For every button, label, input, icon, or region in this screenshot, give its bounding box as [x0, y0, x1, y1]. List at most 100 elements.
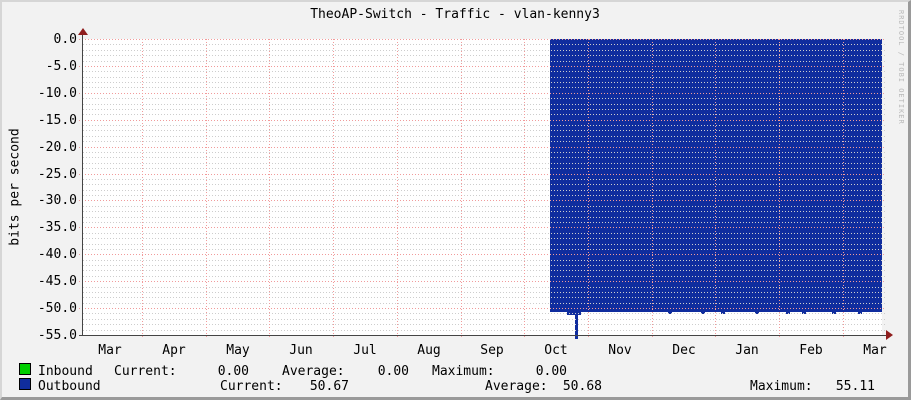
gridline-major-h [79, 200, 886, 201]
y-tick-label: -40.0 [37, 247, 77, 262]
inbound-current-label: Current: [114, 364, 177, 379]
gridline-minor-h [83, 168, 886, 169]
x-tick-label: Jun [289, 343, 313, 358]
outbound-swatch [19, 378, 31, 390]
gridline-minor-h [83, 222, 886, 223]
gridline-minor-h [83, 206, 886, 207]
gridline-minor-h [83, 82, 886, 83]
gridline-minor-h [83, 217, 886, 218]
gridline-minor-h [83, 324, 886, 325]
gridline-minor-h [83, 330, 886, 331]
x-tick-label: Nov [608, 343, 632, 358]
inbound-label: Inbound [38, 364, 93, 379]
gridline-minor-h [83, 152, 886, 153]
x-tick-label: May [226, 343, 250, 358]
gridline-month-v [206, 39, 207, 339]
gridline-minor-h [83, 270, 886, 271]
gridline-minor-h [83, 44, 886, 45]
gridline-month-v [524, 39, 525, 339]
gridline-major-h [79, 93, 886, 94]
y-tick-label: -20.0 [37, 140, 77, 155]
gridline-minor-h [83, 233, 886, 234]
gridline-minor-h [83, 244, 886, 245]
gridline-minor-h [83, 265, 886, 266]
gridline-minor-h [83, 211, 886, 212]
gridline-minor-h [83, 260, 886, 261]
y-tick-label: -5.0 [45, 59, 77, 74]
outbound-average-value: 50.68 [562, 379, 602, 394]
gridline-minor-h [83, 249, 886, 250]
gridline-month-v [142, 39, 143, 339]
x-tick-label: Aug [417, 343, 441, 358]
y-tick-label: -30.0 [37, 193, 77, 208]
gridline-minor-h [83, 190, 886, 191]
gridline-minor-h [83, 109, 886, 110]
x-axis-arrow-icon [886, 330, 893, 340]
y-tick-label: -25.0 [37, 167, 77, 182]
x-axis-line [79, 335, 886, 336]
y-tick-label: -50.0 [37, 301, 77, 316]
x-tick-label: Oct [544, 343, 568, 358]
gridline-major-h [79, 66, 886, 67]
gridline-minor-h [83, 319, 886, 320]
inbound-maximum-value: 0.00 [535, 364, 567, 379]
y-tick-label: -45.0 [37, 274, 77, 289]
y-axis-line [82, 32, 83, 336]
gridline-month-v [715, 39, 716, 339]
outbound-maximum-value: 55.11 [835, 379, 875, 394]
gridline-minor-h [83, 163, 886, 164]
gridline-month-v [779, 39, 780, 339]
outbound-label: Outbound [38, 379, 101, 394]
inbound-current-value: 0.00 [217, 364, 249, 379]
rrdtool-watermark: RRDTOOL / TOBI OETIKER [897, 10, 905, 125]
inbound-maximum-label: Maximum: [432, 364, 495, 379]
y-axis-arrow-icon [78, 28, 88, 35]
gridline-minor-h [83, 297, 886, 298]
gridline-minor-h [83, 114, 886, 115]
gridline-minor-h [83, 238, 886, 239]
outbound-spike [575, 312, 578, 339]
gridline-month-v [461, 39, 462, 339]
x-tick-label: Apr [162, 343, 186, 358]
inbound-average-value: 0.00 [377, 364, 409, 379]
gridline-month-v [333, 39, 334, 339]
gridline-major-h [79, 39, 886, 40]
outbound-current-label: Current: [220, 379, 283, 394]
outbound-maximum-label: Maximum: [750, 379, 813, 394]
gridline-minor-h [83, 184, 886, 185]
gridline-minor-h [83, 104, 886, 105]
inbound-average-label: Average: [282, 364, 345, 379]
inbound-swatch [19, 363, 31, 375]
gridline-minor-h [83, 61, 886, 62]
gridline-minor-h [83, 125, 886, 126]
gridline-minor-h [83, 50, 886, 51]
gridline-minor-h [83, 77, 886, 78]
y-tick-label: -10.0 [37, 86, 77, 101]
y-tick-label: -35.0 [37, 220, 77, 235]
gridline-major-h [79, 120, 886, 121]
gridline-minor-h [83, 130, 886, 131]
gridline-minor-h [83, 71, 886, 72]
outbound-average-label: Average: [485, 379, 548, 394]
y-tick-label: -15.0 [37, 113, 77, 128]
gridline-month-v [843, 39, 844, 339]
gridline-minor-h [83, 141, 886, 142]
outbound-current-value: 50.67 [309, 379, 349, 394]
x-tick-label: Feb [799, 343, 823, 358]
gridline-minor-h [83, 303, 886, 304]
x-tick-label: Jan [735, 343, 759, 358]
gridline-major-h [79, 281, 886, 282]
gridline-minor-h [83, 276, 886, 277]
gridline-major-h [79, 174, 886, 175]
gridline-month-v [269, 39, 270, 339]
gridline-minor-h [83, 292, 886, 293]
gridline-minor-h [83, 287, 886, 288]
x-tick-label: Mar [863, 343, 887, 358]
gridline-minor-h [83, 179, 886, 180]
x-tick-label: Dec [672, 343, 696, 358]
gridline-major-h [79, 254, 886, 255]
y-axis-label: bits per second [7, 128, 23, 246]
outbound-area [550, 39, 882, 312]
x-tick-label: Mar [98, 343, 122, 358]
